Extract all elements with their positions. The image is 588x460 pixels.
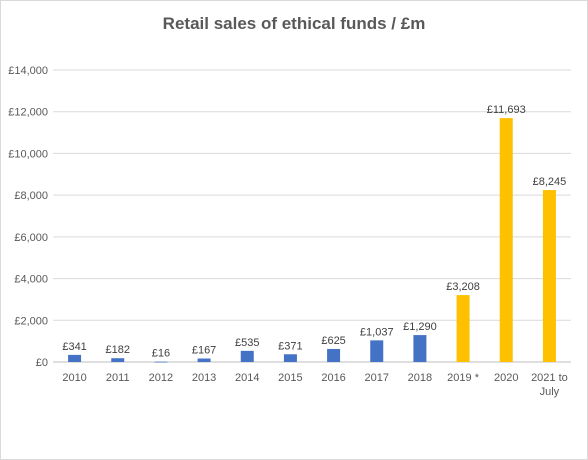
bar [68, 354, 82, 362]
x-tick-label: 2016 [321, 372, 345, 384]
y-tick-label: £10,000 [8, 148, 48, 160]
data-label: £625 [321, 335, 345, 347]
y-tick-label: £14,000 [8, 65, 48, 77]
data-label: £167 [192, 345, 216, 357]
data-label: £1,290 [403, 321, 437, 333]
data-label: £8,245 [533, 176, 567, 188]
bar [499, 118, 513, 362]
y-tick-label: £4,000 [14, 274, 48, 286]
y-tick-label: £12,000 [8, 107, 48, 119]
data-label: £16 [152, 348, 170, 360]
x-tick-label-line: 2021 to [531, 372, 568, 384]
bar [413, 335, 427, 362]
y-tick-label: £0 [36, 357, 48, 369]
x-tick-label: 2018 [408, 372, 432, 384]
y-tick-label: £8,000 [14, 190, 48, 202]
bar [542, 190, 556, 362]
bar [240, 350, 254, 362]
bar [154, 361, 168, 363]
y-tick-label: £6,000 [14, 232, 48, 244]
data-label: £182 [106, 344, 130, 356]
x-tick-label: 2019 * [447, 372, 480, 384]
bar [370, 340, 384, 362]
x-tick-label: 2015 [278, 372, 302, 384]
x-tick-label-line: July [540, 386, 560, 398]
bar [456, 295, 470, 362]
data-label: £341 [62, 341, 86, 353]
x-tick-label: 2013 [192, 372, 216, 384]
data-label: £535 [235, 337, 259, 349]
x-tick-label: 2021 to July [531, 372, 568, 398]
data-label: £371 [278, 340, 302, 352]
x-tick-label: 2011 [106, 372, 130, 384]
y-tick-label: £2,000 [14, 315, 48, 327]
bar [197, 358, 211, 362]
data-label: £3,208 [446, 281, 480, 293]
data-label: £1,037 [360, 326, 394, 338]
x-tick-label: 2012 [149, 372, 173, 384]
x-tick-label: 2010 [62, 372, 86, 384]
x-tick-label: 2020 [494, 372, 518, 384]
chart-title: Retail sales of ethical funds / £m [162, 14, 426, 33]
bar [283, 354, 297, 362]
x-tick-label: 2014 [235, 372, 259, 384]
bar [111, 358, 125, 362]
x-tick-label: 2017 [365, 372, 389, 384]
data-label: £11,693 [487, 104, 526, 116]
bar [327, 348, 341, 362]
